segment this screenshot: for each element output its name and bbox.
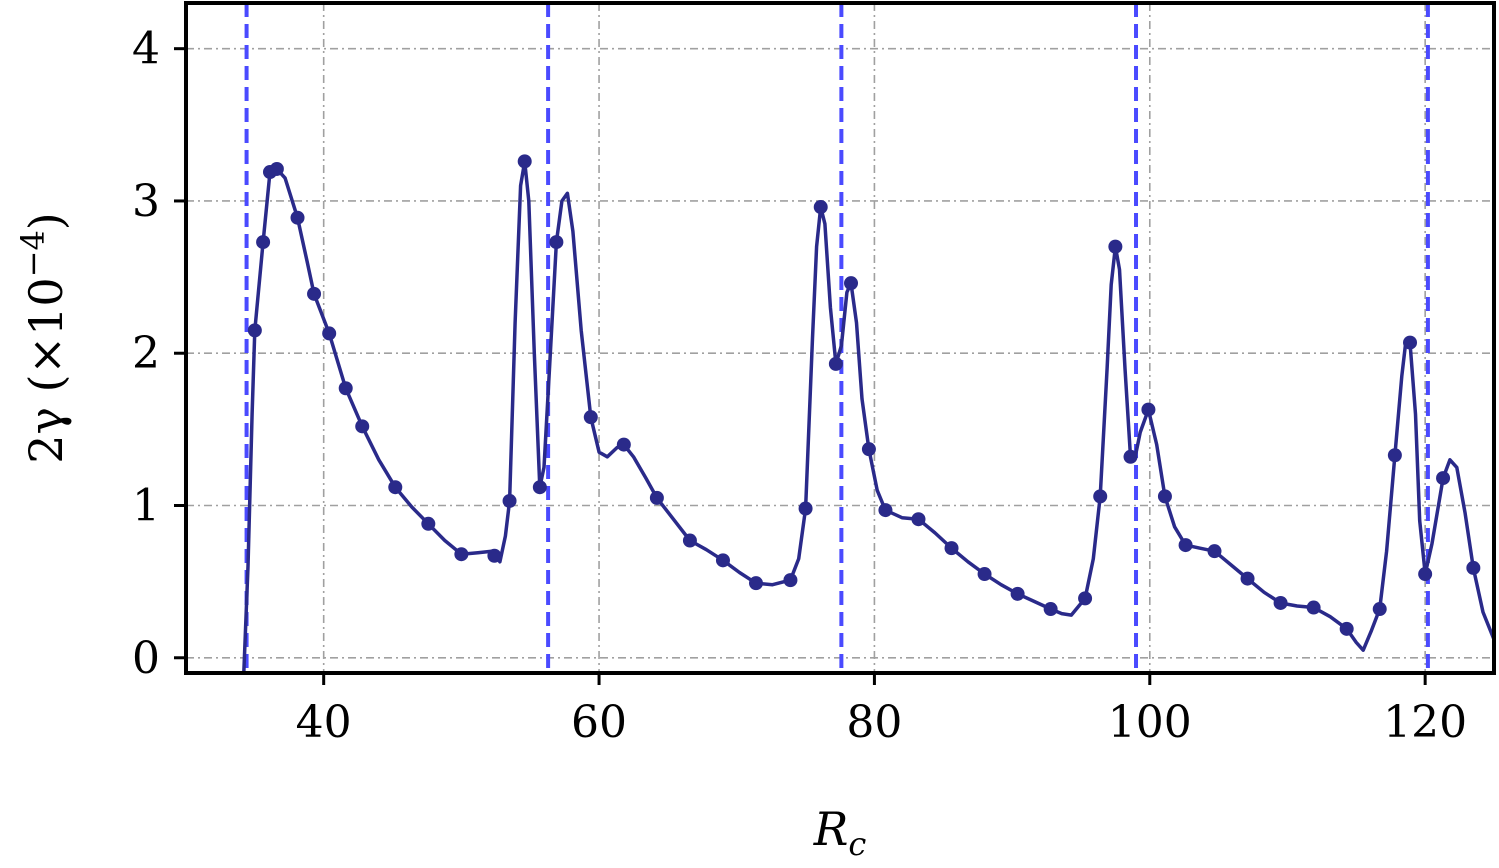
y-tick-label: 2 (132, 328, 160, 379)
data-point (549, 235, 564, 250)
data-point (944, 541, 959, 556)
data-point (1178, 538, 1193, 553)
data-point (1466, 560, 1481, 575)
data-point (1043, 602, 1058, 617)
data-point (861, 442, 876, 457)
data-point (338, 381, 353, 396)
data-point (1436, 471, 1451, 486)
ticks: 40 60 80 100 120 0 1 2 3 4 (132, 24, 1467, 748)
data-point (307, 286, 322, 301)
y-axis-label: 2γ (×10−4) (14, 212, 73, 464)
data-point (1273, 595, 1288, 610)
y-axis-label-close: ) (19, 212, 73, 230)
series-line (242, 159, 1494, 673)
data-point (1108, 239, 1123, 254)
data-point (1339, 621, 1354, 636)
data-point (517, 154, 532, 169)
series (242, 154, 1494, 673)
data-point (355, 419, 370, 434)
x-axis-label-subscript: c (848, 825, 866, 863)
y-axis-label-main: 2γ (×10 (19, 277, 73, 463)
x-tick-label: 80 (846, 697, 902, 748)
data-point (532, 480, 547, 495)
data-point (1123, 449, 1138, 464)
data-point (322, 326, 337, 341)
x-axis-label: Rc (813, 802, 867, 863)
y-tick-label: 1 (132, 481, 160, 532)
data-point (798, 501, 813, 516)
data-point (1010, 586, 1025, 601)
data-point (1141, 402, 1156, 417)
data-point (1078, 591, 1093, 606)
data-point (454, 547, 469, 562)
data-point (715, 553, 730, 568)
data-point (1207, 544, 1222, 559)
data-point (616, 437, 631, 452)
data-point (813, 200, 828, 215)
data-point (649, 490, 664, 505)
data-point (1240, 571, 1255, 586)
y-tick-label: 0 (132, 633, 160, 684)
data-point (269, 161, 284, 176)
x-tick-label: 60 (571, 697, 627, 748)
data-point (1418, 567, 1433, 582)
data-point (1093, 489, 1108, 504)
data-point (487, 548, 502, 563)
x-tick-label: 40 (296, 697, 352, 748)
data-point (749, 576, 764, 591)
y-tick-label: 4 (132, 24, 160, 75)
data-point (502, 493, 517, 508)
data-point (256, 235, 271, 250)
data-point (421, 516, 436, 531)
data-point (1372, 602, 1387, 617)
x-tick-label: 100 (1108, 697, 1192, 748)
data-point (1306, 600, 1321, 615)
data-point (290, 210, 305, 225)
data-point (977, 567, 992, 582)
data-point (878, 503, 893, 518)
y-tick-label: 3 (132, 176, 160, 227)
data-point (844, 276, 859, 291)
data-point (388, 480, 403, 495)
data-point (682, 533, 697, 548)
data-point (1157, 489, 1172, 504)
data-point (583, 410, 598, 425)
data-point (911, 512, 926, 527)
data-point (783, 573, 798, 588)
data-point (828, 356, 843, 371)
data-point (1387, 448, 1402, 463)
plot-frame (184, 1, 1496, 675)
y-axis-label-exponent: −4 (14, 230, 52, 277)
data-point (247, 323, 262, 338)
data-point (1403, 335, 1418, 350)
x-tick-label: 120 (1383, 697, 1467, 748)
x-axis-label-main: R (813, 802, 849, 856)
